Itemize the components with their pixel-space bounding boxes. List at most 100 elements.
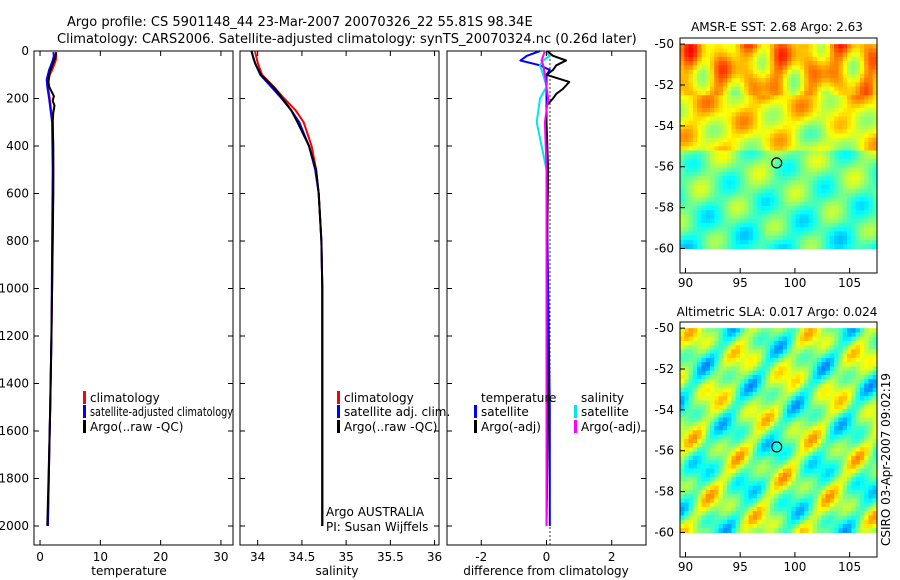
heatmap-cell (705, 120, 711, 126)
heatmap-cell (722, 69, 728, 75)
heatmap-cell (855, 383, 861, 389)
heatmap-cell (709, 328, 715, 333)
heatmap-cell (680, 125, 685, 130)
heatmap-cell (821, 404, 827, 410)
heatmap-cell (842, 222, 848, 228)
heatmap-cell (697, 78, 703, 84)
heatmap-cell (748, 244, 754, 250)
heatmap-cell (714, 231, 720, 237)
heatmap-cell (864, 116, 870, 122)
heatmap-cell (855, 142, 861, 147)
heatmap-cell (692, 421, 698, 427)
heatmap-cell (864, 133, 870, 139)
heatmap-cell (705, 409, 711, 414)
heatmap-cell (795, 485, 801, 491)
heatmap-cell (744, 443, 750, 448)
heatmap-cell (855, 357, 861, 363)
heatmap-cell (829, 515, 835, 521)
heatmap-cell (817, 176, 822, 181)
heatmap-cell (834, 239, 840, 245)
heatmap-cell (727, 472, 732, 478)
heatmap-cell (864, 129, 870, 135)
heatmap-cell (684, 409, 690, 414)
heatmap-cell (851, 353, 857, 359)
heatmap-cell (782, 201, 788, 207)
heatmap-cell (701, 244, 707, 250)
heatmap-cell (692, 231, 698, 237)
heatmap-cell (799, 231, 805, 237)
heatmap-cell (739, 370, 745, 376)
heatmap-cell (864, 90, 870, 96)
heatmap-cell (684, 235, 690, 241)
heatmap-cell (684, 222, 690, 228)
heatmap-cell (688, 48, 694, 54)
heatmap-cell (692, 489, 698, 495)
heatmap-cell (804, 404, 810, 410)
heatmap-cell (808, 387, 814, 393)
heatmap-cell (735, 494, 741, 500)
heatmap-cell (722, 52, 728, 58)
heatmap-cell (847, 222, 852, 228)
heatmap-cell (680, 137, 685, 143)
heatmap-cell (872, 142, 878, 147)
heatmap-cell (859, 328, 865, 333)
heatmap-cell (705, 362, 711, 368)
heatmap-cell (714, 188, 720, 194)
difference-panel: -2 0 2 difference from climatology tempera… (446, 50, 647, 578)
heatmap-cell (851, 519, 857, 525)
heatmap-cell (744, 184, 750, 190)
heatmap-cell (722, 400, 728, 406)
heatmap-cell (765, 222, 771, 228)
heatmap-cell (842, 103, 848, 109)
heatmap-cell (692, 218, 698, 224)
heatmap-cell (825, 163, 831, 169)
heatmap-cell (761, 163, 767, 169)
heatmap-cell (804, 489, 810, 495)
heatmap-cell (808, 95, 814, 101)
heatmap-cell (864, 502, 870, 508)
heatmap-cell (812, 374, 818, 380)
heatmap-cell (739, 502, 745, 508)
heatmap-cell (855, 52, 861, 58)
heatmap-cell (859, 227, 865, 233)
heatmap-cell (774, 336, 780, 342)
heatmap-cell (859, 434, 865, 440)
heatmap-cell (752, 370, 758, 376)
heatmap-cell (778, 430, 784, 436)
heatmap-cell (761, 370, 767, 376)
heatmap-cell (697, 90, 703, 96)
heatmap-cell (834, 340, 840, 346)
heatmap-cell (821, 188, 827, 194)
heatmap-cell (731, 52, 737, 58)
heatmap-cell (778, 494, 784, 500)
heatmap-cell (680, 163, 685, 169)
heatmap-cell (868, 426, 874, 431)
heatmap-cell (782, 103, 788, 109)
heatmap-cell (680, 116, 685, 122)
heatmap-cell (795, 205, 801, 211)
heatmap-cell (705, 528, 711, 534)
heatmap-cell (778, 489, 784, 495)
heatmap-cell (697, 468, 703, 474)
heatmap-cell (701, 107, 707, 113)
heatmap-cell (812, 180, 818, 186)
heatmap-cell (688, 180, 694, 186)
heatmap-cell (859, 353, 865, 359)
heatmap-cell (697, 180, 703, 186)
heatmap-cell (834, 523, 840, 529)
heatmap-cell (829, 235, 835, 241)
heatmap-cell (825, 65, 831, 71)
heatmap-cell (851, 65, 857, 71)
heatmap-cell (872, 197, 878, 203)
heatmap-cell (697, 86, 703, 92)
heatmap-cell (739, 176, 745, 181)
heatmap-cell (714, 73, 720, 79)
heatmap-cell (718, 103, 724, 109)
heatmap-cell (847, 73, 852, 79)
heatmap-cell (799, 468, 805, 474)
heatmap-cell (714, 227, 720, 233)
heatmap-cell (761, 193, 767, 198)
heatmap-cell (752, 231, 758, 237)
heatmap-cell (709, 404, 715, 410)
heatmap-cell (782, 353, 788, 359)
